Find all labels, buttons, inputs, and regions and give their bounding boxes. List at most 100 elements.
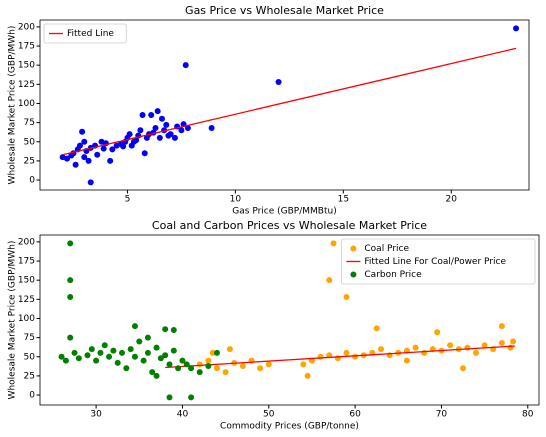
y-tick-label: 125 — [18, 80, 35, 90]
scatter-point — [152, 124, 159, 131]
scatter-point — [67, 277, 74, 284]
scatter-point — [153, 344, 160, 351]
fitted-line — [62, 47, 517, 156]
scatter-point — [188, 365, 195, 372]
scatter-point — [131, 353, 138, 360]
y-tick-label: 0 — [29, 176, 35, 186]
x-tick-label: 50 — [263, 410, 275, 420]
legend-label: Coal Price — [364, 244, 409, 254]
scatter-point — [513, 25, 520, 32]
y-tick-label: 75 — [24, 118, 35, 128]
scatter-point — [154, 108, 161, 115]
x-tick-label: 10 — [230, 195, 242, 205]
scatter-point — [460, 365, 467, 372]
y-tick-label: 200 — [18, 237, 35, 247]
scatter-point — [72, 161, 79, 168]
scatter-point — [188, 394, 195, 401]
scatter-point — [107, 157, 114, 164]
x-tick-label: 40 — [177, 410, 189, 420]
scatter-point — [75, 355, 82, 362]
scatter-point — [265, 361, 272, 368]
scatter-point — [378, 346, 385, 353]
fitted-line — [165, 345, 515, 369]
scatter-point — [257, 365, 264, 372]
y-tick-label: 0 — [29, 391, 35, 401]
scatter-point — [162, 326, 169, 333]
x-tick-label: 70 — [436, 410, 448, 420]
x-tick-label: 80 — [522, 410, 534, 420]
scatter-point — [156, 134, 163, 141]
plot-area — [59, 25, 520, 186]
legend-label: Fitted Line For Coal/Power Price — [364, 257, 506, 267]
scatter-point — [85, 157, 92, 164]
scatter-point — [131, 323, 138, 330]
scatter-point — [79, 128, 86, 135]
scatter-point — [62, 357, 69, 364]
scatter-point — [222, 369, 229, 376]
y-tick-label: 175 — [18, 42, 35, 52]
scatter-point — [208, 124, 215, 131]
x-tick-label: 60 — [349, 410, 361, 420]
scatter-point — [403, 357, 410, 364]
scatter-point — [498, 339, 505, 346]
y-tick-label: 100 — [18, 99, 35, 109]
chart-title: Coal and Carbon Prices vs Wholesale Mark… — [152, 219, 427, 232]
y-tick-label: 50 — [24, 137, 36, 147]
scatter-point — [149, 369, 156, 376]
scatter-point — [141, 150, 148, 157]
scatter-point — [175, 365, 182, 372]
scatter-point — [182, 62, 189, 69]
scatter-point — [196, 369, 203, 376]
scatter-point — [226, 346, 233, 353]
scatter-point — [507, 344, 514, 351]
scatter-point — [304, 372, 311, 379]
scatter-point — [239, 362, 246, 369]
scatter-point — [100, 145, 107, 152]
scatter-point — [81, 154, 88, 161]
scatter-point — [209, 349, 216, 356]
y-tick-label: 200 — [18, 22, 35, 32]
scatter-point — [157, 355, 164, 362]
x-tick-label: 20 — [446, 195, 458, 205]
scatter-point — [93, 357, 100, 364]
scatter-point — [119, 349, 126, 356]
scatter-point — [136, 338, 143, 345]
scatter-point — [58, 353, 65, 360]
scatter-point — [88, 346, 95, 353]
legend-label: Fitted Line — [67, 29, 114, 39]
scatter-point — [130, 138, 137, 145]
scatter-point — [67, 334, 74, 341]
x-axis-label: Commodity Prices (GBP/tonne) — [220, 422, 359, 432]
scatter-point — [171, 134, 178, 141]
scatter-point — [170, 326, 177, 333]
scatter-point — [97, 349, 104, 356]
scatter-point — [101, 342, 108, 349]
legend-box — [340, 238, 536, 285]
scatter-point — [373, 325, 380, 332]
y-axis-label: Wholesale Market Price (GBP/MWh) — [8, 241, 18, 400]
scatter-point — [481, 342, 488, 349]
scatter-point — [81, 138, 88, 145]
scatter-point — [76, 142, 83, 149]
scatter-point — [120, 143, 127, 150]
scatter-point — [139, 111, 146, 118]
legend-box — [43, 23, 127, 44]
scatter-point — [205, 362, 212, 369]
axes-frame — [39, 234, 540, 406]
legend-label: Carbon Price — [364, 270, 422, 280]
scatter-point — [114, 359, 121, 366]
y-axis-label: Wholesale Market Price (GBP/MWh) — [8, 26, 18, 185]
scatter-point — [498, 323, 505, 330]
x-tick-label: 30 — [90, 410, 102, 420]
scatter-point — [148, 111, 155, 118]
y-tick-label: 25 — [24, 371, 35, 381]
scatter-point — [326, 277, 333, 284]
scatter-point — [71, 349, 78, 356]
scatter-point — [343, 294, 350, 301]
scatter-point — [109, 146, 116, 153]
scatter-point — [166, 394, 173, 401]
scatter-point — [412, 344, 419, 351]
scatter-point — [137, 127, 144, 134]
y-tick-label: 150 — [18, 61, 35, 71]
